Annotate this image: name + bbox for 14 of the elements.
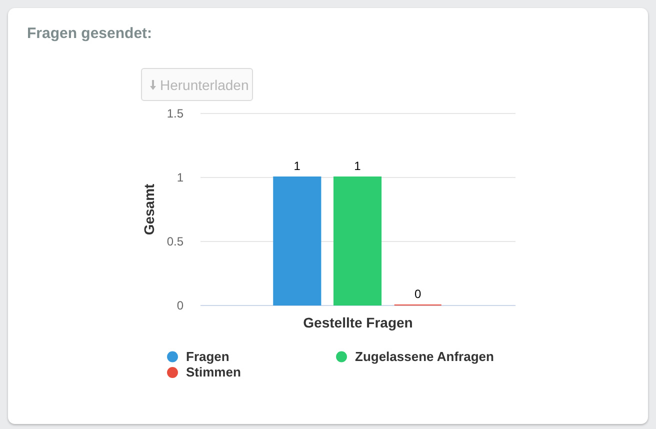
y-axis-title: Gesamt: [140, 183, 157, 236]
data-label: 0: [414, 287, 422, 301]
download-button[interactable]: Herunterladen: [141, 68, 253, 101]
data-label: 1: [354, 159, 362, 173]
y-tick-label: 1: [176, 170, 184, 184]
legend-label: Fragen: [186, 348, 230, 364]
y-tick-label: 1.5: [166, 106, 184, 120]
y-tick-label: 0.5: [166, 234, 184, 248]
legend-label: Zugelassene Anfragen: [355, 348, 494, 364]
x-axis-title: Gestellte Fragen: [303, 314, 413, 330]
chart-title: Fragen gesendet:: [27, 25, 152, 42]
legend-label: Stimmen: [186, 364, 241, 380]
y-tick-label: 0: [176, 298, 184, 312]
data-label: 1: [294, 159, 301, 173]
